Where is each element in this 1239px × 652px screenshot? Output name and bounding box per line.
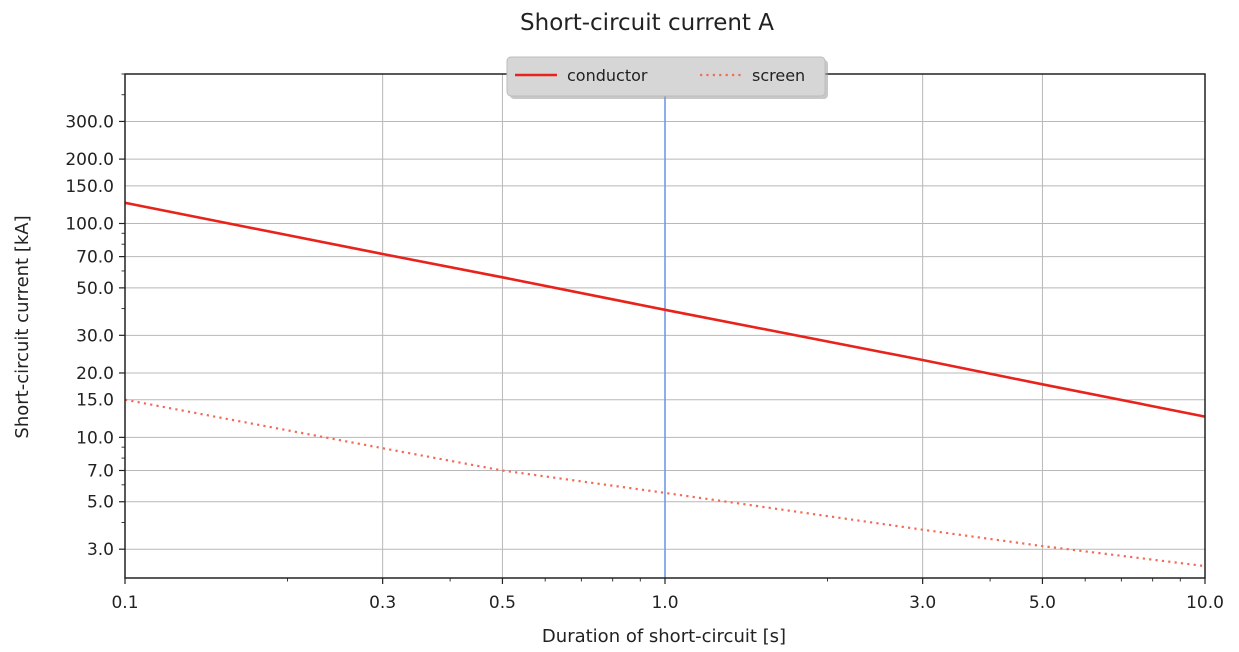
y-tick-label: 20.0	[76, 364, 114, 384]
series-line-conductor	[124, 201, 1206, 418]
legend-label-conductor: conductor	[567, 66, 648, 85]
y-tick-label: 5.0	[87, 493, 114, 513]
x-tick-label: 0.1	[111, 593, 138, 613]
x-axis-title: Duration of short-circuit [s]	[542, 626, 786, 647]
y-tick-label: 200.0	[65, 150, 114, 170]
legend-box	[506, 56, 826, 97]
y-axis-title: Short-circuit current [kA]	[12, 215, 33, 438]
x-tick-label: 5.0	[1029, 593, 1056, 613]
y-tick-label: 3.0	[87, 540, 114, 560]
series-line-screen	[124, 398, 1206, 568]
y-tick-label: 10.0	[76, 428, 114, 448]
axis-ticks: 0.1 0.3 0.5 1.0 3.0 5.0 10.0 3.0 5.0 7.0 10.0 15.0 2…	[65, 73, 1224, 613]
y-tick-label: 150.0	[65, 177, 114, 197]
y-tick-label: 30.0	[76, 326, 114, 346]
y-tick-label: 70.0	[76, 248, 114, 268]
x-tick-label: 0.5	[489, 593, 516, 613]
chart-title: Short-circuit current A	[520, 10, 774, 36]
x-tick-label: 1.0	[651, 593, 678, 613]
legend-label-screen: screen	[752, 66, 805, 85]
legend: conductor screen	[506, 56, 828, 99]
plot-series	[124, 74, 1206, 578]
y-tick-label: 7.0	[87, 461, 114, 481]
x-tick-label: 3.0	[909, 593, 936, 613]
y-tick-label: 50.0	[76, 279, 114, 299]
y-tick-label: 300.0	[65, 112, 114, 132]
x-tick-label: 10.0	[1186, 593, 1224, 613]
y-tick-label: 100.0	[65, 214, 114, 234]
x-tick-label: 0.3	[369, 593, 396, 613]
y-tick-label: 15.0	[76, 391, 114, 411]
